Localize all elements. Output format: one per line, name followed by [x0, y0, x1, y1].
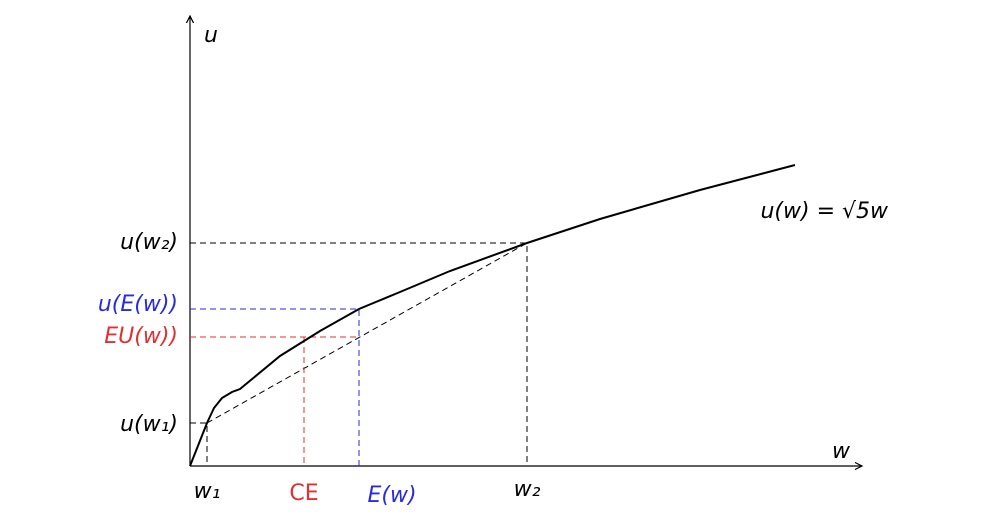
ce-guide [190, 336, 359, 466]
x-tick-label: CE [289, 481, 318, 506]
x-tick-label: w₂ [514, 477, 541, 502]
y-tick-label: u(E(w)) [98, 292, 178, 317]
y-tick-label: EU(w)) [104, 324, 178, 349]
x-tick-label: E(w) [367, 483, 416, 508]
curve-label: u(w) = √5w [760, 199, 889, 224]
utility-curve [189, 164, 796, 467]
x-axis-label: w [832, 439, 851, 464]
ew-guide [190, 308, 360, 466]
w2-guide [190, 242, 528, 466]
w1-guide [190, 422, 208, 466]
y-axis-label: u [204, 23, 218, 48]
x-tick-label: w₁ [194, 479, 221, 504]
y-tick-label: u(w₂) [120, 230, 178, 255]
chord [206, 242, 528, 424]
y-tick-label: u(w₁) [120, 412, 178, 437]
